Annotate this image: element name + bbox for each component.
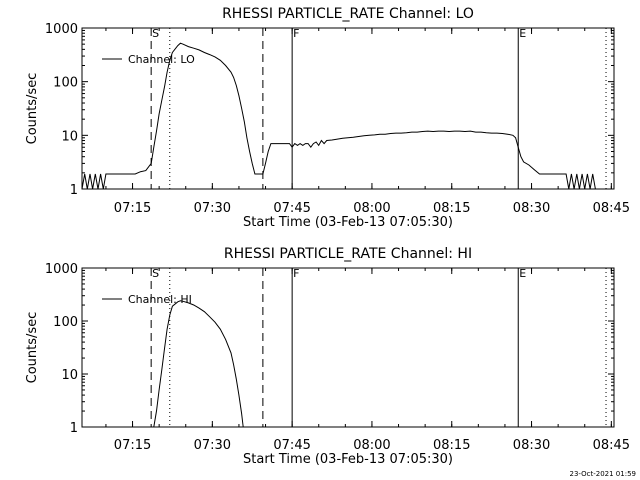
x-tick-label: 08:30 <box>513 201 550 216</box>
y-tick-label: 100 <box>53 315 78 330</box>
time-marker-label: F <box>293 27 299 40</box>
time-marker-label: E <box>519 27 526 40</box>
y-axis-label: Counts/sec <box>25 73 40 145</box>
y-tick-label: 100 <box>53 76 78 91</box>
legend-label: Channel: LO <box>128 53 195 66</box>
x-tick-label: 08:30 <box>513 438 550 453</box>
y-axis-label: Counts/sec <box>25 312 40 384</box>
x-tick-label: 07:45 <box>273 201 310 216</box>
x-tick-label: 07:30 <box>194 438 231 453</box>
series-line <box>153 300 244 428</box>
x-tick-label: 07:15 <box>114 201 151 216</box>
x-tick-label: 07:15 <box>114 438 151 453</box>
y-tick-label: 1000 <box>45 22 78 37</box>
chart-title: RHESSI PARTICLE_RATE Channel: LO <box>222 6 474 22</box>
footer-timestamp: 23-Oct-2021 01:59 <box>570 470 636 478</box>
plot-frame <box>81 27 615 190</box>
y-tick-label: 1 <box>70 183 78 198</box>
y-tick-label: 10 <box>61 129 78 144</box>
x-axis-label: Start Time (03-Feb-13 07:05:30) <box>243 452 453 467</box>
chart-title: RHESSI PARTICLE_RATE Channel: HI <box>224 246 472 262</box>
x-tick-label: 08:45 <box>593 438 630 453</box>
y-tick-label: 1000 <box>45 262 78 277</box>
x-tick-label: 08:00 <box>353 201 390 216</box>
y-tick-label: 1 <box>70 421 78 436</box>
x-tick-label: 08:45 <box>593 201 630 216</box>
time-marker-label: S <box>152 27 159 40</box>
x-axis-label: Start Time (03-Feb-13 07:05:30) <box>243 215 453 230</box>
x-tick-label: 07:45 <box>273 438 310 453</box>
time-marker-label: F <box>293 267 299 280</box>
time-marker-label: E <box>519 267 526 280</box>
x-tick-label: 08:15 <box>433 438 470 453</box>
x-tick-label: 07:30 <box>194 201 231 216</box>
series-line <box>81 42 598 190</box>
x-tick-label: 08:15 <box>433 201 470 216</box>
x-tick-label: 08:00 <box>353 438 390 453</box>
y-tick-label: 10 <box>61 368 78 383</box>
legend-label: Channel: HI <box>128 293 192 306</box>
time-marker-label: S <box>152 267 159 280</box>
plot-frame <box>81 267 615 428</box>
